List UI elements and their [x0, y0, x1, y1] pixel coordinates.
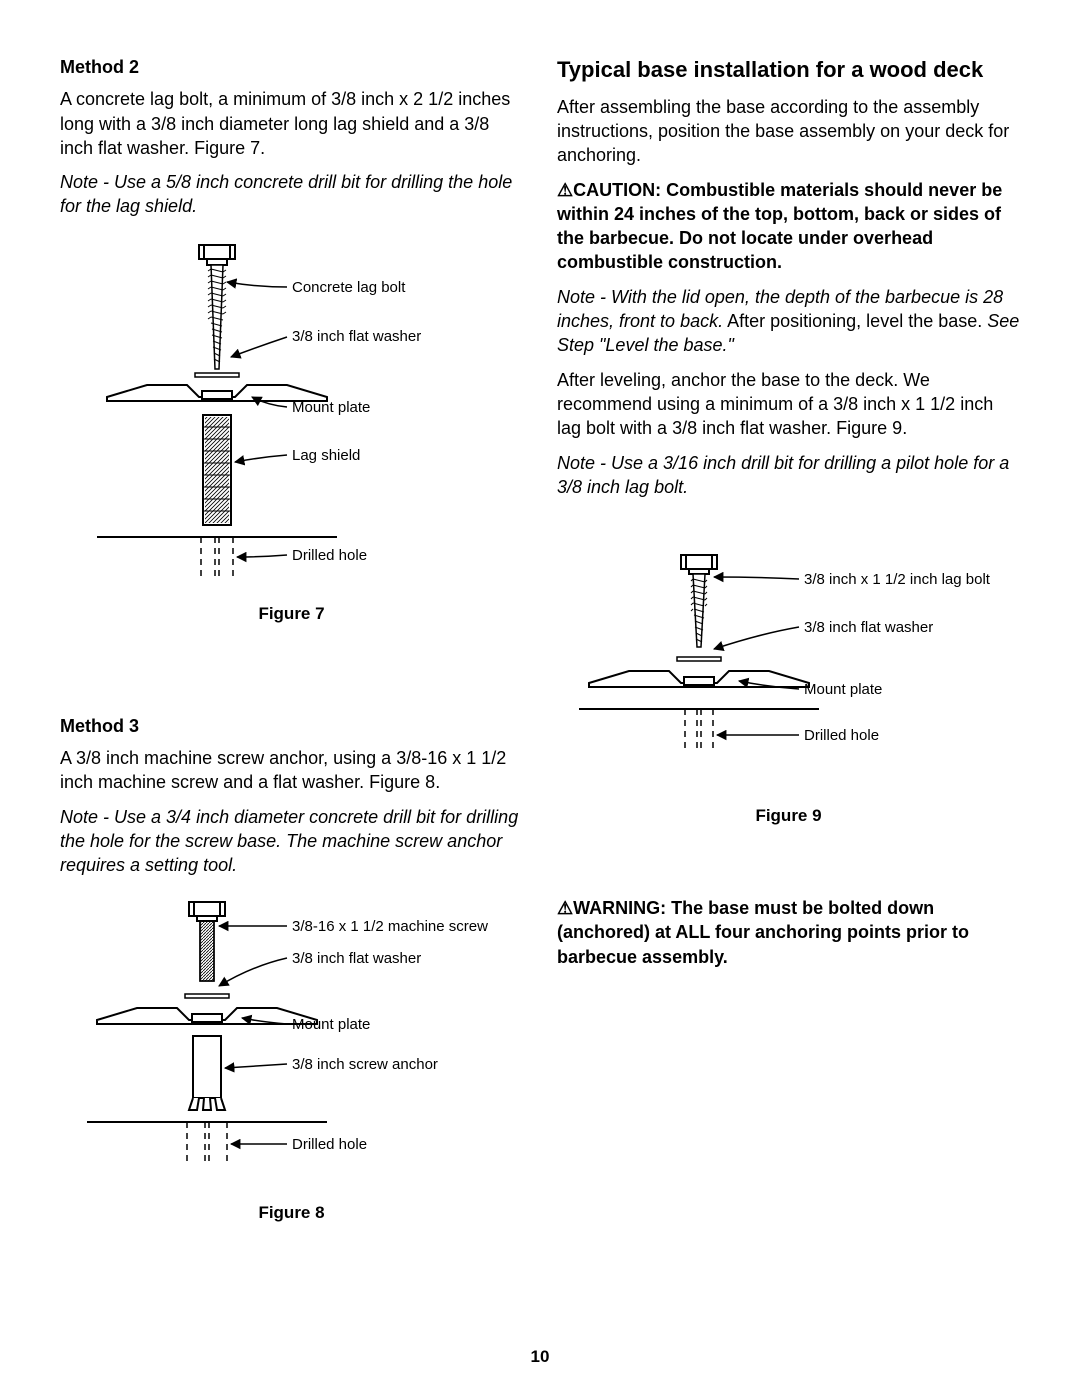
caution-text: ⚠CAUTION: Combustible materials should n… [557, 178, 1020, 275]
fig8-label-plate: Mount plate [292, 1016, 370, 1033]
fig9-label-hole: Drilled hole [804, 727, 879, 744]
note1-mid: After positioning, level the base. [723, 311, 987, 331]
figure8-wrap: 3/8-16 x 1 1/2 machine screw 3/8 inch fl… [60, 896, 523, 1225]
figure8-caption: Figure 8 [60, 1202, 523, 1225]
left-column: Method 2 A concrete lag bolt, a minimum … [60, 55, 523, 1252]
figure7-wrap: Concrete lag bolt 3/8 inch flat washer M… [60, 237, 523, 626]
method2-body: A concrete lag bolt, a minimum of 3/8 in… [60, 87, 523, 160]
figure9-wrap: 3/8 inch x 1 1/2 inch lag bolt 3/8 inch … [557, 549, 1020, 828]
figure7-diagram: Concrete lag bolt 3/8 inch flat washer M… [87, 237, 497, 597]
figure7-caption: Figure 7 [60, 603, 523, 626]
wood-deck-p1: After assembling the base according to t… [557, 95, 1020, 168]
fig8-label-anchor: 3/8 inch screw anchor [292, 1056, 438, 1073]
figure9-caption: Figure 9 [557, 805, 1020, 828]
warning-text: ⚠WARNING: The base must be bolted down (… [557, 896, 1020, 969]
wood-deck-note1: Note - With the lid open, the depth of t… [557, 285, 1020, 358]
fig7-label-shield: Lag shield [292, 447, 360, 464]
fig7-label-plate: Mount plate [292, 399, 370, 416]
two-column-layout: Method 2 A concrete lag bolt, a minimum … [60, 55, 1020, 1252]
fig9-label-plate: Mount plate [804, 681, 882, 698]
right-column: Typical base installation for a wood dec… [557, 55, 1020, 1252]
method3-heading: Method 3 [60, 714, 523, 738]
figure8-diagram: 3/8-16 x 1 1/2 machine screw 3/8 inch fl… [77, 896, 507, 1196]
method3-note: Note - Use a 3/4 inch diameter concrete … [60, 805, 523, 878]
fig7-label-bolt: Concrete lag bolt [292, 279, 406, 296]
fig7-label-hole: Drilled hole [292, 547, 367, 564]
wood-deck-note2: Note - Use a 3/16 inch drill bit for dri… [557, 451, 1020, 500]
method2-note: Note - Use a 5/8 inch concrete drill bit… [60, 170, 523, 219]
figure9-diagram: 3/8 inch x 1 1/2 inch lag bolt 3/8 inch … [559, 549, 1019, 799]
fig7-label-washer: 3/8 inch flat washer [292, 328, 421, 345]
fig9-label-washer: 3/8 inch flat washer [804, 619, 933, 636]
wood-deck-p2: After leveling, anchor the base to the d… [557, 368, 1020, 441]
method3-body: A 3/8 inch machine screw anchor, using a… [60, 746, 523, 795]
fig8-label-screw: 3/8-16 x 1 1/2 machine screw [292, 918, 488, 935]
fig8-label-washer: 3/8 inch flat washer [292, 950, 421, 967]
fig8-label-hole: Drilled hole [292, 1136, 367, 1153]
wood-deck-title: Typical base installation for a wood dec… [557, 55, 1020, 85]
fig9-label-bolt: 3/8 inch x 1 1/2 inch lag bolt [804, 571, 991, 588]
page-number: 10 [0, 1346, 1080, 1369]
method2-heading: Method 2 [60, 55, 523, 79]
